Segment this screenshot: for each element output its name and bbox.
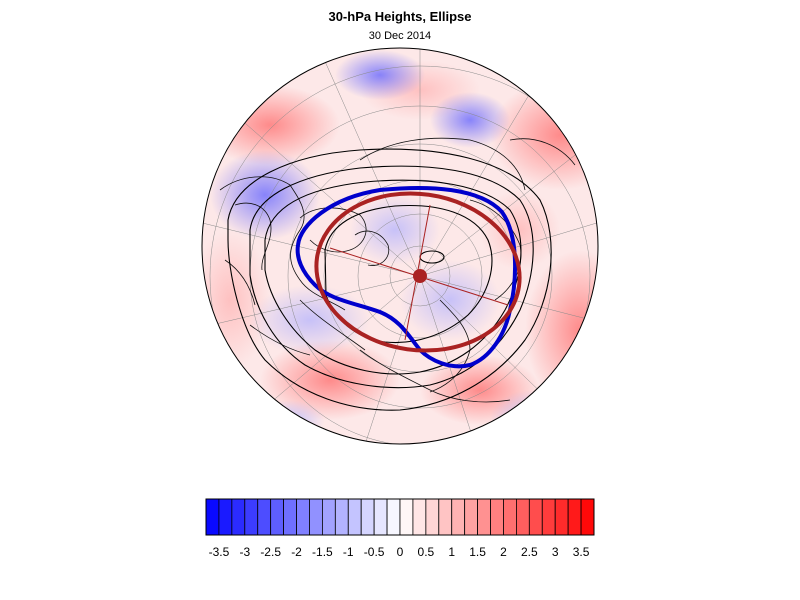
colorbar-tick-label: 0 — [397, 545, 404, 559]
colorbar-swatch — [386, 498, 401, 536]
colorbar-swatch — [528, 498, 543, 536]
colorbar-swatch — [321, 498, 336, 536]
colorbar-swatch — [490, 498, 504, 536]
colorbar-tick-label: -3.5 — [209, 545, 230, 559]
colorbar-swatch — [438, 498, 453, 536]
colorbar-swatch — [516, 498, 530, 536]
colorbar-swatch — [567, 498, 582, 536]
colorbar-tick-label: 1.5 — [469, 545, 486, 559]
colorbar-tick-label: 1 — [448, 545, 455, 559]
colorbar-swatch — [347, 498, 362, 536]
colorbar-swatch — [205, 498, 220, 536]
colorbar-swatch — [218, 498, 233, 536]
colorbar-swatch — [283, 498, 297, 536]
colorbar-swatches — [205, 498, 595, 536]
colorbar-frame — [205, 498, 595, 536]
colorbar-labels: -3.5 -3 -2.5 -2 -1.5 -1 -0.5 0 0.5 1 1.5 2 2.5 3 3.5 — [209, 545, 590, 559]
colorbar-swatch — [554, 498, 569, 536]
colorbar-swatch — [477, 498, 491, 536]
colorbar-swatch — [464, 498, 478, 536]
colorbar-swatch — [399, 498, 414, 536]
colorbar-tick-label: 2.5 — [521, 545, 538, 559]
colorbar-tick-label: 0.5 — [418, 545, 435, 559]
colorbar-tick-label: -1.5 — [312, 545, 333, 559]
colorbar-swatch — [244, 498, 259, 536]
colorbar-tick-label: -2 — [291, 545, 302, 559]
colorbar-tick-label: 3 — [552, 545, 559, 559]
fitted-ellipse — [314, 191, 522, 353]
colorbar-swatch — [296, 498, 310, 536]
colorbar-swatch — [541, 498, 556, 536]
colorbar-tick-label: -2.5 — [260, 545, 281, 559]
colorbar-swatch — [503, 498, 517, 536]
coastlines — [219, 137, 576, 403]
colorbar-tick-label: 3.5 — [573, 545, 590, 559]
colorbar-swatch — [580, 498, 595, 536]
colorbar-swatch — [451, 498, 466, 536]
colorbar-swatch — [373, 498, 388, 536]
colorbar-swatch — [257, 498, 272, 536]
colorbar-tick-label: 2 — [500, 545, 507, 559]
map-date: 30 Dec 2014 — [368, 30, 432, 42]
colorbar-swatch — [270, 498, 284, 536]
colorbar-swatch — [231, 498, 246, 536]
colorbar-tick-label: -0.5 — [364, 545, 385, 559]
colorbar-tick-label: -1 — [343, 545, 354, 559]
vortex-edge-contour — [295, 185, 518, 369]
map-title: 30-hPa Heights, Ellipse — [328, 9, 472, 24]
colorbar-swatch — [309, 498, 323, 536]
colorbar-swatch — [425, 498, 440, 536]
vortex-centroid — [413, 269, 427, 283]
colorbar-swatch — [360, 498, 375, 536]
colorbar-swatch — [412, 498, 427, 536]
colorbar-swatch — [334, 498, 349, 536]
colorbar-tick-label: -3 — [239, 545, 250, 559]
